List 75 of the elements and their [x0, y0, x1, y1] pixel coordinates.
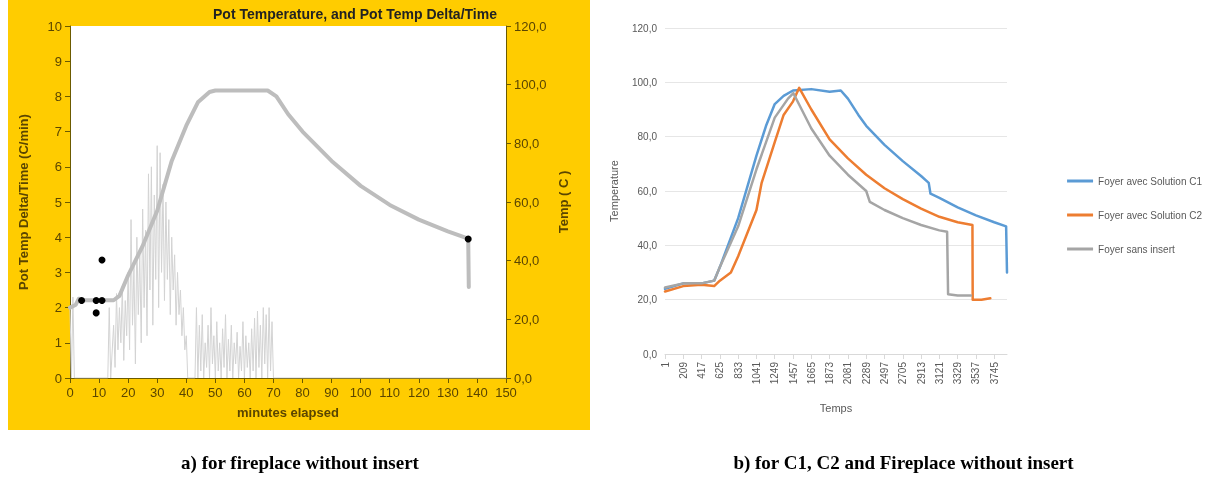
- y-axis-title: Temperature: [607, 160, 620, 222]
- x-tick-label: 3121: [933, 361, 945, 385]
- x-tick-label: 0: [66, 385, 74, 400]
- x-tick-label: 1: [659, 361, 671, 368]
- x-tick-label: 2913: [915, 361, 927, 385]
- point: [464, 235, 472, 243]
- x-tick-label: 1665: [805, 361, 817, 385]
- y2-tick-label: 0,0: [514, 370, 533, 386]
- x-tick-label: 70: [266, 385, 281, 400]
- x-tick-label: 3745: [988, 361, 1000, 385]
- x-tick-label: 417: [696, 361, 708, 379]
- x-tick-label: 1873: [824, 361, 836, 385]
- x-tick-label: 40: [179, 385, 194, 400]
- x-axis-title: Temps: [819, 401, 853, 414]
- line-series: [68, 88, 471, 310]
- x-tick-label: 2289: [860, 361, 872, 385]
- x-tick-label: 80: [295, 385, 310, 400]
- x-tick-label: 3537: [970, 361, 982, 385]
- x-tick-label: 2497: [879, 361, 890, 385]
- y-tick-label: 1: [54, 335, 62, 351]
- point: [78, 297, 86, 305]
- y2-axis-title: Temp ( C ): [556, 170, 572, 234]
- x-tick-label: 110: [379, 385, 401, 400]
- x-tick-label: 140: [466, 385, 488, 400]
- legend-label: Foyer avec Solution C2: [1098, 209, 1203, 221]
- y-tick-label: 40,0: [637, 239, 658, 251]
- x-tick-label: 30: [149, 385, 165, 400]
- x-tick-label: 10: [91, 385, 107, 400]
- y-tick-label: 120,0: [631, 22, 658, 34]
- chart-title: Pot Temperature, and Pot Temp Delta/Time: [213, 6, 498, 22]
- y-tick-label: 6: [54, 159, 62, 175]
- y2-tick-label: 100,0: [514, 77, 547, 93]
- x-tick-label: 2081: [842, 361, 854, 385]
- y-tick-label: 7: [54, 124, 62, 140]
- y-tick-label: 0,0: [643, 348, 658, 360]
- y2-tick-label: 60,0: [514, 194, 540, 210]
- x-tick-label: 2705: [897, 361, 909, 385]
- text: b) for C1, C2 and Fireplace without insert: [732, 452, 1075, 474]
- x-tick-label: 1457: [787, 361, 799, 385]
- x-tick-label: 209: [677, 361, 689, 379]
- point: [98, 297, 106, 305]
- x-tick-label: 100: [349, 385, 372, 400]
- x-axis-title: minutes elapsed: [237, 405, 339, 420]
- point: [92, 309, 100, 317]
- y-tick-label: 20,0: [637, 294, 658, 306]
- y-tick-label: 2: [54, 300, 62, 316]
- y-axis-title: Pot Temp Delta/Time (C/min): [16, 114, 31, 290]
- x-tick-label: 833: [732, 361, 744, 379]
- y2-tick-label: 40,0: [514, 253, 540, 269]
- text: a) for fireplace without insert: [180, 452, 420, 474]
- y2-tick-label: 80,0: [514, 135, 540, 151]
- x-tick-label: 625: [714, 361, 726, 379]
- x-tick-label: 3329: [952, 361, 964, 385]
- y-tick-label: 8: [54, 88, 62, 104]
- legend-label: Foyer sans insert: [1098, 243, 1175, 255]
- x-tick-label: 1249: [769, 361, 781, 385]
- y-tick-label: 5: [54, 194, 62, 210]
- x-tick-label: 1041: [750, 361, 762, 385]
- y-tick-label: 80,0: [637, 131, 658, 143]
- y2-tick-label: 20,0: [514, 311, 540, 327]
- x-tick-label: 20: [120, 385, 136, 400]
- x-tick-label: 130: [437, 385, 459, 400]
- legend-label: Foyer avec Solution C1: [1098, 175, 1203, 187]
- y-tick-label: 4: [54, 229, 62, 245]
- y-tick-label: 100,0: [631, 76, 658, 88]
- x-tick-label: 90: [324, 385, 339, 400]
- x-tick-label: 120: [407, 385, 430, 400]
- y-tick-label: 9: [54, 53, 62, 69]
- y-tick-label: 10: [47, 18, 62, 34]
- x-tick-label: 60: [237, 385, 252, 400]
- x-tick-label: 50: [208, 385, 223, 400]
- y-tick-label: 3: [54, 264, 62, 280]
- y-tick-label: 60,0: [637, 185, 658, 197]
- x-tick-label: 150: [495, 385, 517, 400]
- y2-tick-label: 120,0: [514, 18, 547, 34]
